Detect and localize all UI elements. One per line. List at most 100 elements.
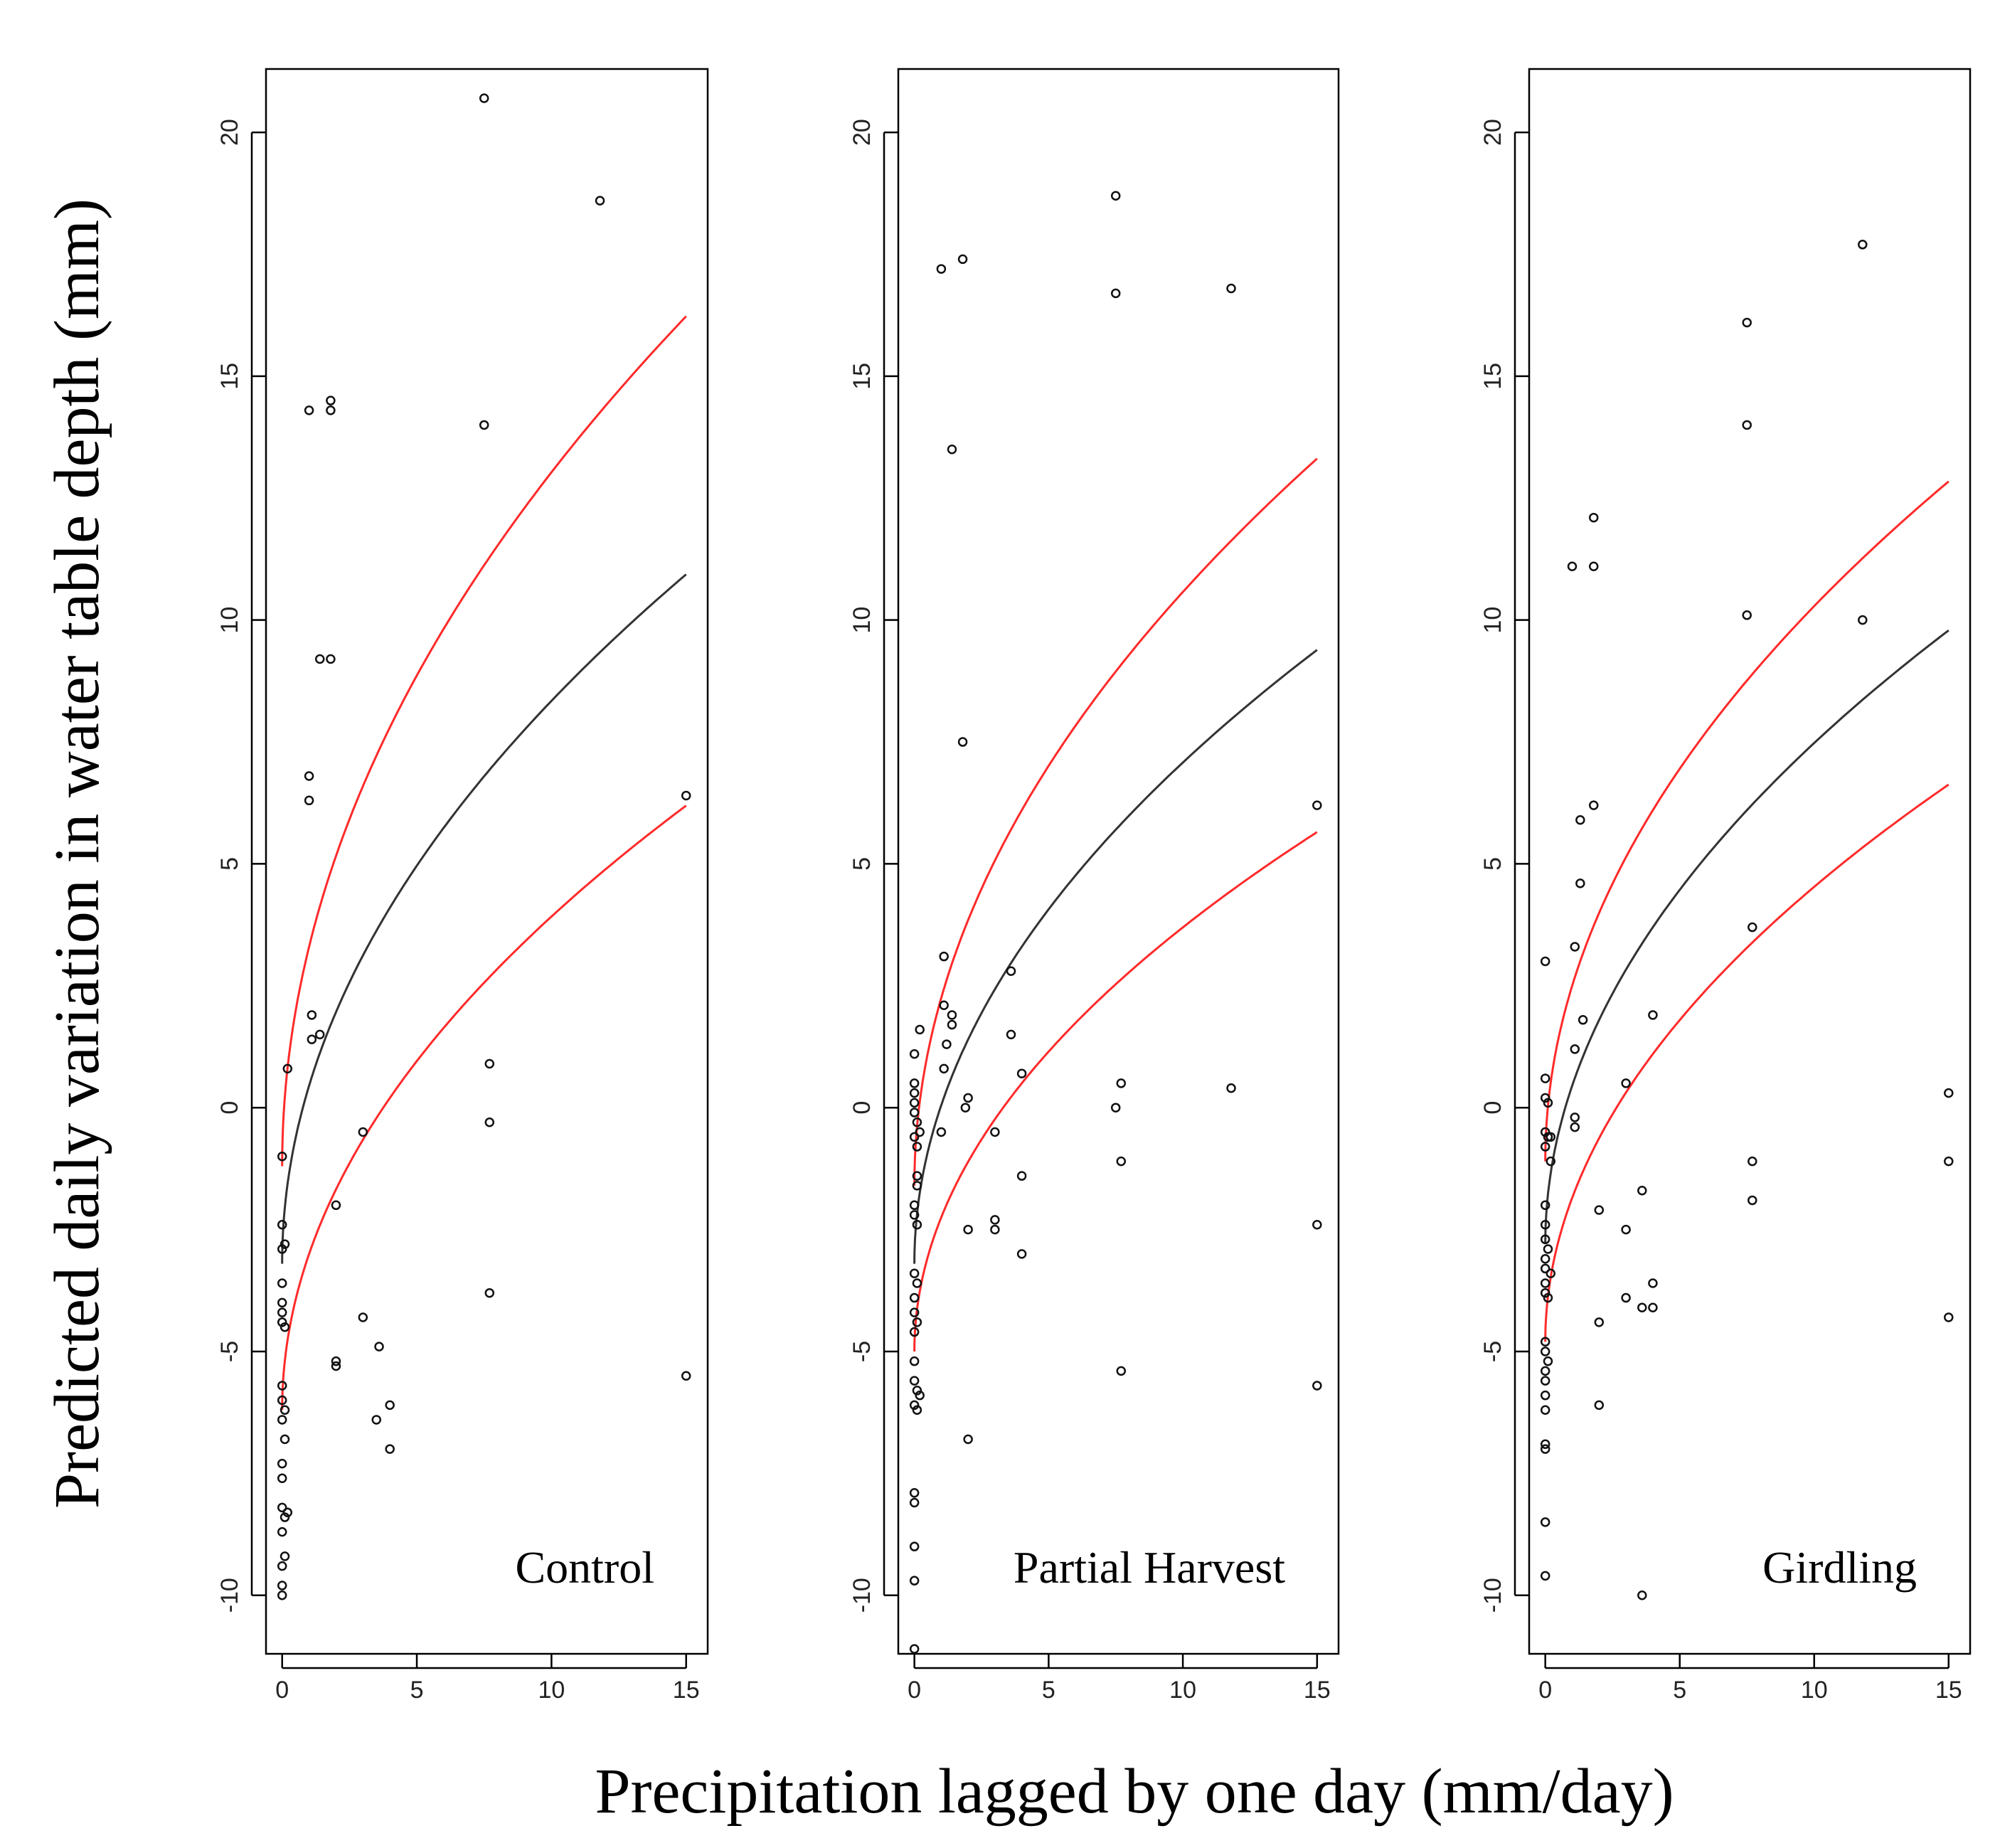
data-point xyxy=(331,1361,341,1371)
data-point xyxy=(1540,1571,1550,1581)
data-point xyxy=(282,1507,293,1517)
y-tick-label: 0 xyxy=(216,1101,243,1115)
data-point xyxy=(385,1444,395,1454)
data-point xyxy=(314,654,325,664)
data-point xyxy=(1226,1083,1236,1093)
data-point xyxy=(374,1342,384,1352)
data-point xyxy=(1858,615,1868,625)
data-point xyxy=(1543,1098,1553,1108)
data-point xyxy=(909,1400,920,1411)
data-point xyxy=(939,1000,949,1010)
panel-label: Girdling xyxy=(1762,1542,1917,1593)
data-point xyxy=(277,1473,287,1483)
data-point xyxy=(307,1010,317,1020)
data-point xyxy=(912,1278,922,1288)
data-point xyxy=(1594,1400,1605,1411)
y-tick-label: -5 xyxy=(849,1341,876,1362)
data-point xyxy=(479,93,489,103)
data-point xyxy=(1748,922,1757,933)
data-point xyxy=(277,1502,287,1513)
data-point xyxy=(909,1576,920,1586)
data-point xyxy=(1540,1347,1550,1356)
data-point xyxy=(280,1434,290,1445)
data-point xyxy=(277,1307,287,1317)
x-tick-label: 0 xyxy=(275,1677,289,1704)
data-point xyxy=(1540,1219,1550,1230)
data-point xyxy=(280,1512,290,1522)
panel-partial-harvest: 0 5 10 15 -10 -5 0 5 10 15 20 Partial Harvest xyxy=(849,68,1340,1704)
data-point xyxy=(909,1268,920,1279)
data-point xyxy=(326,654,336,664)
data-point xyxy=(1594,1317,1605,1327)
data-point xyxy=(912,1386,922,1396)
data-point xyxy=(1540,1517,1550,1527)
data-point xyxy=(1621,1224,1631,1235)
data-point xyxy=(1016,1068,1027,1078)
data-point xyxy=(1312,1381,1322,1391)
data-point xyxy=(1540,1287,1550,1298)
data-point xyxy=(358,1312,368,1322)
data-point xyxy=(277,1297,287,1308)
data-point xyxy=(358,1127,368,1137)
data-point xyxy=(1540,1253,1550,1264)
data-point xyxy=(990,1224,1000,1235)
data-point xyxy=(1540,1444,1550,1454)
data-point xyxy=(963,1224,973,1235)
data-point xyxy=(1742,610,1752,620)
x-tick-label: 10 xyxy=(1169,1677,1196,1704)
y-tick-label: 10 xyxy=(216,607,243,634)
panels: 0 5 10 15 -10 -5 0 5 10 15 20 Control 0 5 10 15 -10 -5 0 5 1… xyxy=(216,68,1972,1704)
data-point xyxy=(1540,1200,1550,1211)
data-point xyxy=(1570,1122,1580,1132)
data-point xyxy=(314,1029,325,1040)
data-point xyxy=(326,405,336,415)
x-tick-label: 10 xyxy=(538,1677,565,1704)
data-point xyxy=(957,737,968,747)
data-point xyxy=(304,405,314,415)
data-point xyxy=(1575,878,1585,888)
data-point xyxy=(1543,1244,1553,1254)
data-point xyxy=(960,1103,971,1112)
data-point xyxy=(277,1581,287,1591)
data-point xyxy=(1748,1156,1757,1167)
data-point xyxy=(1858,240,1868,250)
data-point xyxy=(1312,1219,1322,1230)
x-tick-label: 5 xyxy=(1673,1677,1686,1704)
fitted-curve xyxy=(1544,630,1950,1245)
data-point xyxy=(1116,1366,1127,1376)
panel-girdling: 0 5 10 15 -10 -5 0 5 10 15 20 Girdling xyxy=(1479,68,1972,1704)
data-point xyxy=(947,444,957,455)
data-point xyxy=(280,1551,290,1561)
data-point xyxy=(912,1219,922,1230)
data-point xyxy=(1575,814,1585,825)
data-point xyxy=(909,1078,920,1088)
data-point xyxy=(1588,512,1599,523)
data-point xyxy=(1110,1103,1121,1112)
y-tick-label: 15 xyxy=(216,363,243,390)
data-point xyxy=(909,1200,920,1211)
panel-label: Partial Harvest xyxy=(1014,1542,1285,1593)
data-point xyxy=(1226,283,1236,294)
data-point xyxy=(957,254,968,265)
data-point xyxy=(280,1405,290,1415)
data-point xyxy=(1540,1142,1550,1152)
data-point xyxy=(1648,1278,1658,1288)
data-point xyxy=(1312,800,1322,810)
y-tick-label: 10 xyxy=(849,607,876,634)
data-point xyxy=(909,1108,920,1117)
data-point xyxy=(681,1371,691,1381)
data-point xyxy=(484,1058,495,1069)
plot-frame xyxy=(897,68,1340,1655)
data-point xyxy=(1648,1010,1658,1020)
data-point xyxy=(1540,1405,1550,1415)
data-point xyxy=(915,1024,925,1035)
fitted-curve xyxy=(913,649,1318,1264)
data-point xyxy=(1540,1366,1550,1376)
x-tick-label: 10 xyxy=(1801,1677,1828,1704)
y-tick-label: 10 xyxy=(1479,607,1506,634)
data-point xyxy=(915,1127,925,1137)
data-point xyxy=(1540,1439,1550,1449)
y-tick-label: 20 xyxy=(1479,119,1506,146)
data-point xyxy=(1543,1356,1553,1366)
